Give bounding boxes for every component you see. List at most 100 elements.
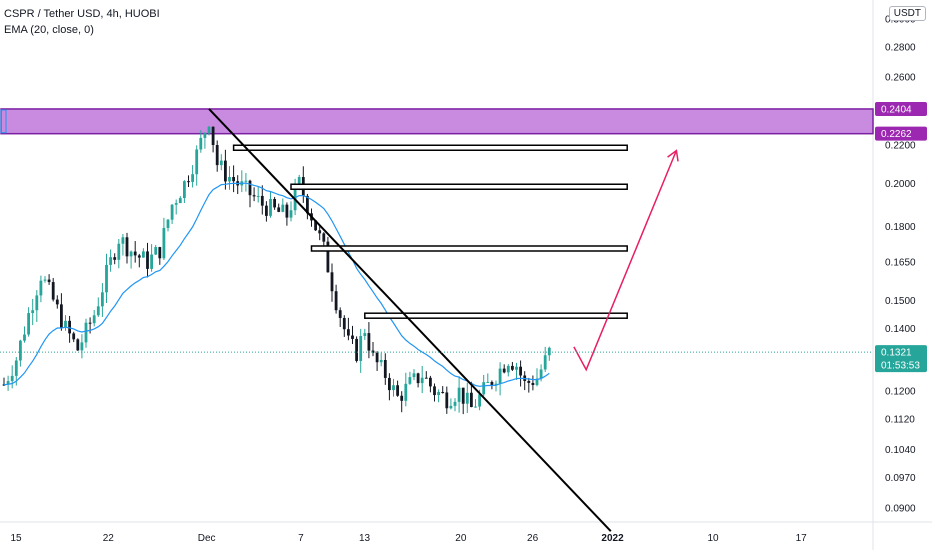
candle-body: [396, 385, 399, 396]
candle-body: [248, 180, 252, 196]
candle-body: [277, 207, 281, 212]
resistance-box: [290, 183, 628, 190]
symbol-title[interactable]: CSPR / Tether USD, 4h, HUOBI: [4, 8, 160, 20]
currency-button[interactable]: USDT: [888, 6, 926, 21]
resistance-box: [364, 312, 628, 319]
candle-body: [297, 177, 301, 187]
candle-body: [494, 383, 498, 386]
zone-top-price-label: 0.2404: [881, 104, 912, 115]
candle-body: [31, 310, 35, 314]
candle-body: [281, 204, 285, 212]
candle-body: [347, 329, 350, 336]
zone-bottom-price-label-bg: [875, 126, 927, 141]
candle-body: [306, 195, 309, 214]
candle-body: [60, 304, 63, 328]
arrowhead: [667, 149, 679, 162]
x-tick-label: Dec: [198, 533, 216, 544]
candle-body: [355, 338, 358, 361]
candle-body: [461, 387, 465, 404]
x-tick-label: 15: [10, 533, 22, 544]
candle-body: [543, 355, 547, 370]
candle-body: [420, 377, 424, 384]
candle-body: [351, 335, 354, 339]
candle-body: [367, 333, 371, 351]
candle-body: [125, 237, 129, 257]
candle-body: [511, 365, 514, 370]
candle-body: [154, 247, 158, 255]
x-tick-label: 20: [455, 533, 467, 544]
last-price-label-bg: [875, 345, 927, 373]
candle-body: [535, 378, 539, 386]
candle-body: [224, 160, 227, 182]
candle-body: [252, 195, 256, 197]
candle-body: [6, 381, 10, 385]
candle-body: [322, 233, 326, 242]
descending-trendline: [208, 108, 612, 532]
candle-body: [10, 375, 14, 382]
candle-body: [256, 195, 260, 197]
candle-body: [330, 272, 334, 292]
candle-body: [519, 366, 522, 376]
candle-body: [27, 313, 30, 335]
candle-body: [215, 145, 219, 166]
zone-top-price-label-bg: [875, 101, 927, 116]
y-tick-label: 0.2600: [885, 73, 916, 84]
candle-body: [379, 359, 383, 363]
candle-body: [539, 369, 543, 379]
candle-body: [375, 352, 379, 363]
candle-body: [64, 320, 67, 328]
candle-body: [404, 383, 408, 401]
candle-body: [187, 181, 190, 183]
candle-body: [363, 333, 367, 336]
candle-body: [183, 181, 186, 199]
y-tick-label: 0.2800: [885, 43, 916, 54]
candle-body: [133, 251, 137, 256]
candle-body: [498, 368, 502, 384]
resistance-box: [232, 144, 628, 151]
candle-body: [437, 392, 440, 396]
y-tick-label: 0.1200: [885, 387, 916, 398]
candle-body: [199, 137, 203, 150]
candle-body: [326, 241, 330, 273]
candle-body: [285, 204, 289, 218]
candle-body: [142, 251, 145, 258]
candle-body: [474, 406, 477, 408]
candle-body: [191, 174, 194, 182]
y-tick-label: 0.1500: [885, 296, 916, 307]
candle-body: [174, 203, 178, 205]
x-tick-label: 13: [359, 533, 371, 544]
candle-body: [269, 198, 272, 216]
candle-body: [68, 320, 71, 334]
candle-body: [146, 251, 149, 269]
candle-body: [289, 210, 293, 218]
x-tick-label: 26: [527, 533, 539, 544]
candle-body: [88, 322, 92, 324]
candle-body: [465, 392, 469, 404]
resistance-box: [310, 245, 628, 252]
candle-body: [359, 335, 363, 361]
zone-left-handle: [0, 109, 7, 134]
candle-body: [338, 310, 342, 318]
candle-body: [228, 177, 231, 182]
candle-body: [92, 315, 96, 324]
y-tick-label: 0.0970: [885, 473, 916, 484]
last-price-label: 0.1321: [881, 348, 912, 359]
candle-body: [383, 359, 387, 378]
candle-body: [51, 282, 55, 300]
candle-body: [424, 377, 428, 379]
candle-body: [318, 230, 322, 234]
candle-body: [433, 386, 436, 396]
candle-body: [547, 347, 551, 356]
candle-body: [265, 205, 268, 216]
candle-body: [166, 219, 170, 228]
candle-body: [244, 180, 248, 182]
candle-body: [392, 385, 395, 391]
projection-arrow: [573, 150, 678, 372]
candle-body: [170, 204, 174, 220]
candle-body: [23, 334, 26, 341]
ema-indicator-label[interactable]: EMA (20, close, 0): [4, 24, 94, 36]
y-tick-label: 0.0900: [885, 504, 916, 515]
candle-body: [14, 360, 18, 376]
candle-body: [195, 149, 199, 175]
